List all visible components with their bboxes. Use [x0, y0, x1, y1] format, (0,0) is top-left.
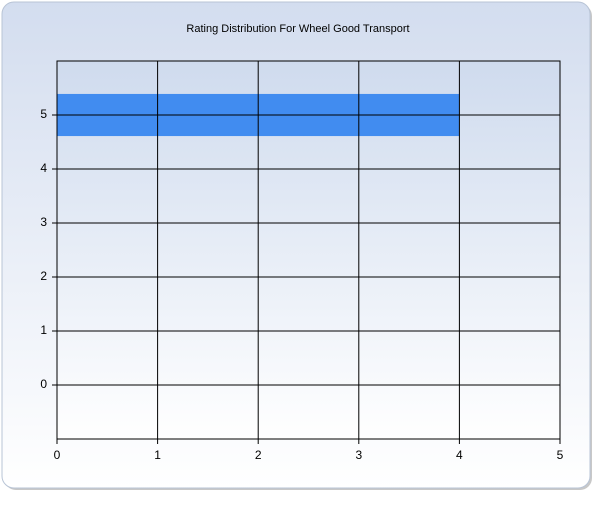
x-tick-label: 2	[255, 448, 262, 462]
y-tick-label: 2	[40, 269, 47, 283]
chart-title: Rating Distribution For Wheel Good Trans…	[186, 23, 409, 35]
x-tick-label: 0	[54, 448, 61, 462]
y-tick-label: 3	[40, 215, 47, 229]
x-tick-label: 4	[456, 448, 463, 462]
y-tick-label: 0	[40, 377, 47, 391]
y-tick-label: 5	[40, 107, 47, 121]
y-tick-label: 4	[40, 161, 47, 175]
x-tick-label: 1	[154, 448, 161, 462]
y-tick-label: 1	[40, 323, 47, 337]
x-tick-label: 5	[557, 448, 564, 462]
x-tick-label: 3	[355, 448, 362, 462]
